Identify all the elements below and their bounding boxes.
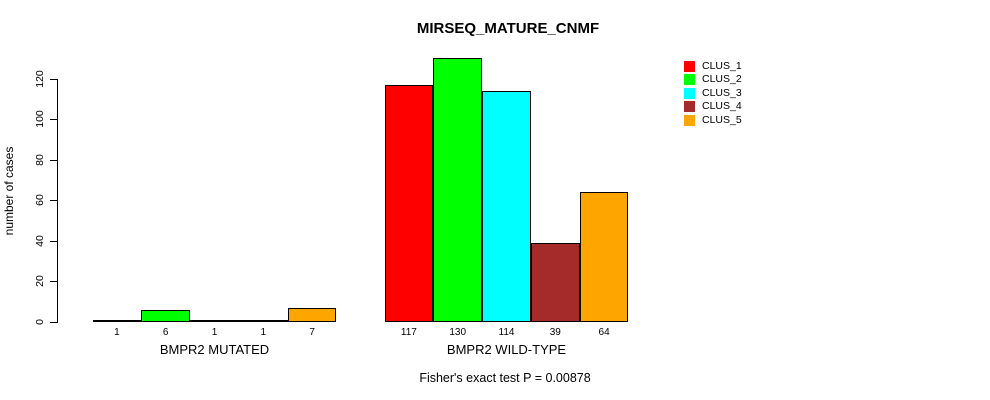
legend-swatch-icon xyxy=(684,61,695,72)
y-axis-tick xyxy=(50,281,57,283)
bar-value-label: 1 xyxy=(114,327,120,338)
bar-value-label: 64 xyxy=(598,327,610,338)
bar-value-label: 114 xyxy=(498,327,515,338)
bar-value-label: 1 xyxy=(260,327,267,338)
legend-label: CLUS_4 xyxy=(702,100,742,113)
chart-title: MIRSEQ_MATURE_CNMF xyxy=(416,20,600,37)
bar-clus_1 xyxy=(92,320,142,322)
subtitle-fishers-test: Fisher's exact test P = 0.00878 xyxy=(419,371,591,385)
bar-clus_5 xyxy=(579,192,629,322)
bar-value-label: 6 xyxy=(162,327,169,338)
y-axis-line xyxy=(57,78,58,323)
y-axis-tick-label: 60 xyxy=(34,194,46,207)
legend-label: CLUS_5 xyxy=(702,113,742,126)
y-axis-tick-label: 120 xyxy=(34,69,46,88)
bar-value-label: 7 xyxy=(309,327,315,338)
bar-value-label: 130 xyxy=(449,327,467,338)
bar-clus_5 xyxy=(287,308,337,322)
bar-clus_4 xyxy=(238,320,288,322)
legend-swatch-icon xyxy=(684,114,695,126)
legend-swatch-icon xyxy=(684,74,695,86)
y-axis-tick-label: 100 xyxy=(34,110,46,128)
y-axis-tick-label: 40 xyxy=(34,234,46,247)
bar-clus_2 xyxy=(141,310,191,322)
y-axis-tick xyxy=(50,119,57,121)
bar-value-label: 1 xyxy=(211,327,218,338)
group-label: BMPR2 WILD-TYPE xyxy=(446,342,567,357)
y-axis-tick xyxy=(50,159,57,161)
legend-swatch-icon xyxy=(684,87,695,99)
bar-clus_3 xyxy=(190,320,239,322)
bar-value-label: 39 xyxy=(549,327,561,338)
legend-swatch-icon xyxy=(684,101,695,113)
bar-clus_3 xyxy=(482,91,531,322)
bar-value-label: 117 xyxy=(400,327,417,338)
y-axis-tick-label: 80 xyxy=(34,153,46,166)
y-axis-tick xyxy=(50,78,57,80)
bar-clus_4 xyxy=(530,243,580,322)
y-axis-tick xyxy=(50,240,57,242)
y-axis-tick xyxy=(50,200,57,202)
legend-label: CLUS_3 xyxy=(702,86,742,99)
legend-label: CLUS_2 xyxy=(702,73,742,86)
legend-label: CLUS_1 xyxy=(702,60,742,72)
y-axis-tick xyxy=(50,322,57,323)
y-axis-tick-label: 20 xyxy=(34,275,46,288)
y-axis-label: number of cases xyxy=(2,146,16,236)
bar-clus_1 xyxy=(384,85,434,322)
group-label: BMPR2 MUTATED xyxy=(159,342,270,357)
y-axis-tick-label: 0 xyxy=(34,319,46,325)
bar-clus_2 xyxy=(433,58,483,322)
